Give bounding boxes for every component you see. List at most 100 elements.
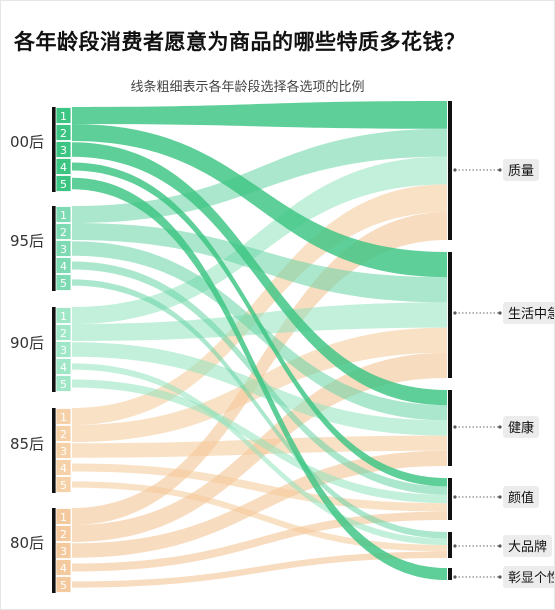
rank-box	[55, 274, 72, 291]
rank-box	[55, 307, 72, 324]
target-bar	[448, 390, 452, 466]
target-bar	[448, 568, 452, 580]
rank-label: 1	[60, 310, 67, 323]
rank-box	[55, 107, 72, 124]
target-label-box	[503, 302, 555, 324]
source-label: 80后	[10, 534, 44, 552]
flow-band	[72, 162, 447, 487]
leader-dot	[498, 425, 502, 429]
rank-box	[55, 559, 72, 576]
rank-box	[55, 358, 72, 375]
rank-box	[55, 525, 72, 542]
flow-band	[72, 101, 447, 129]
source-bar	[52, 206, 56, 291]
rank-label: 3	[60, 445, 67, 458]
rank-label: 5	[60, 579, 67, 592]
rank-box	[55, 476, 72, 493]
rank-label: 3	[60, 243, 67, 256]
rank-label: 4	[60, 562, 67, 575]
source-label: 00后	[10, 133, 44, 151]
rank-box	[55, 442, 72, 459]
rank-box	[55, 375, 72, 392]
leader-dot	[498, 575, 502, 579]
target-label: 彰显个性	[508, 570, 555, 586]
flow-band	[72, 177, 447, 581]
source-bar	[52, 508, 56, 593]
flow-band	[72, 142, 447, 406]
rank-label: 1	[60, 209, 67, 222]
leader-dot	[498, 168, 502, 172]
rank-box	[55, 223, 72, 240]
rank-box	[55, 124, 72, 141]
rank-label: 1	[60, 110, 67, 123]
chart-subtitle: 线条粗细表示各年龄段选择各选项的比例	[130, 80, 365, 95]
source-bar	[52, 307, 56, 392]
target-label-box	[503, 566, 555, 588]
chart-title: 各年龄段消费者愿意为商品的哪些特质多花钱？	[14, 30, 466, 54]
target-label-box	[503, 416, 539, 438]
target-label: 质量	[508, 164, 534, 179]
flow-band	[72, 184, 447, 425]
target-bar	[448, 101, 452, 240]
source-label: 85后	[10, 435, 44, 453]
rank-label: 4	[60, 361, 67, 374]
flow-band	[72, 212, 447, 525]
target-bar	[448, 478, 452, 520]
rank-label: 4	[60, 260, 67, 273]
rank-box	[55, 141, 72, 158]
flow-band	[72, 156, 447, 324]
source-bar	[52, 107, 56, 192]
rank-box	[55, 158, 72, 175]
flow-band	[72, 124, 447, 278]
flow-band	[72, 342, 447, 436]
flow-band	[72, 223, 447, 303]
rank-box	[55, 240, 72, 257]
rank-label: 3	[60, 545, 67, 558]
flow-band	[72, 435, 447, 458]
rank-box	[55, 425, 72, 442]
flow-band	[72, 463, 447, 512]
rank-box	[55, 576, 72, 593]
rank-label: 2	[60, 428, 67, 441]
flow-band	[72, 450, 447, 558]
flow-band	[72, 279, 447, 539]
flow-band	[72, 363, 447, 545]
rank-label: 3	[60, 344, 67, 357]
rank-label: 5	[60, 178, 67, 191]
rank-box	[55, 542, 72, 559]
rank-label: 4	[60, 161, 67, 174]
flow-band	[72, 551, 447, 588]
rank-label: 2	[60, 127, 67, 140]
rank-label: 5	[60, 479, 67, 492]
target-label-box	[503, 159, 539, 181]
flow-band	[72, 379, 447, 504]
flow-band	[72, 511, 447, 572]
source-bar	[52, 408, 56, 493]
target-label: 生活中急需	[508, 307, 555, 322]
rank-label: 1	[60, 411, 67, 424]
source-label: 90后	[10, 334, 44, 352]
rank-box	[55, 324, 72, 341]
target-bar	[448, 532, 452, 558]
leader-dot	[498, 544, 502, 548]
target-bar	[448, 252, 452, 378]
flow-band	[72, 241, 447, 421]
rank-box	[55, 206, 72, 223]
flow-band	[72, 481, 447, 552]
leader-dot	[498, 311, 502, 315]
leader-dot	[498, 495, 502, 499]
rank-box	[55, 408, 72, 425]
rank-label: 3	[60, 144, 67, 157]
target-label-box	[503, 535, 552, 557]
target-label: 颜值	[508, 490, 534, 506]
target-label-box	[503, 486, 539, 508]
rank-box	[55, 175, 72, 192]
target-label: 健康	[508, 420, 534, 436]
rank-label: 2	[60, 528, 67, 541]
rank-box	[55, 257, 72, 274]
rank-label: 4	[60, 462, 67, 475]
rank-box	[55, 508, 72, 525]
rank-label: 1	[60, 511, 67, 524]
rank-box	[55, 459, 72, 476]
